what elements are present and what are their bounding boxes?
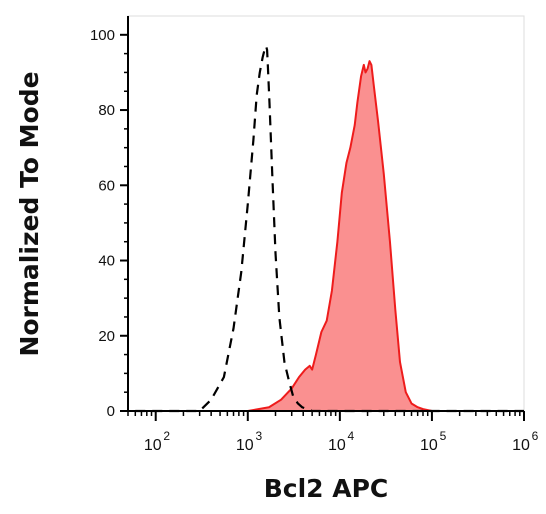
x-tick-label-10-3: 10 bbox=[236, 437, 254, 454]
x-tick-exponent-5: 5 bbox=[440, 429, 447, 443]
axes-layer bbox=[120, 16, 525, 421]
x-tick-label-10-6: 10 bbox=[512, 437, 530, 454]
y-axis-title: Normalized To Mode bbox=[15, 71, 44, 356]
y-tick-label-0: 0 bbox=[107, 403, 115, 420]
y-tick-label-40: 40 bbox=[98, 253, 115, 270]
y-tick-label-100: 100 bbox=[90, 27, 115, 44]
x-tick-exponent-4: 4 bbox=[348, 429, 355, 443]
y-tick-label-80: 80 bbox=[98, 102, 115, 119]
series-layer bbox=[135, 45, 525, 413]
x-axis-title: Bcl2 APC bbox=[264, 474, 389, 503]
x-tick-exponent-3: 3 bbox=[255, 429, 262, 443]
sample-histogram-line bbox=[135, 60, 524, 412]
x-tick-label-10-4: 10 bbox=[328, 437, 346, 454]
control-histogram-line bbox=[135, 45, 524, 413]
x-tick-exponent-2: 2 bbox=[163, 429, 170, 443]
sample-histogram-fill bbox=[135, 61, 525, 411]
x-tick-label-10-5: 10 bbox=[420, 437, 438, 454]
y-tick-label-60: 60 bbox=[98, 177, 115, 194]
x-tick-label-10-2: 10 bbox=[144, 437, 162, 454]
x-tick-exponent-6: 6 bbox=[532, 429, 539, 443]
y-tick-label-20: 20 bbox=[98, 328, 115, 345]
